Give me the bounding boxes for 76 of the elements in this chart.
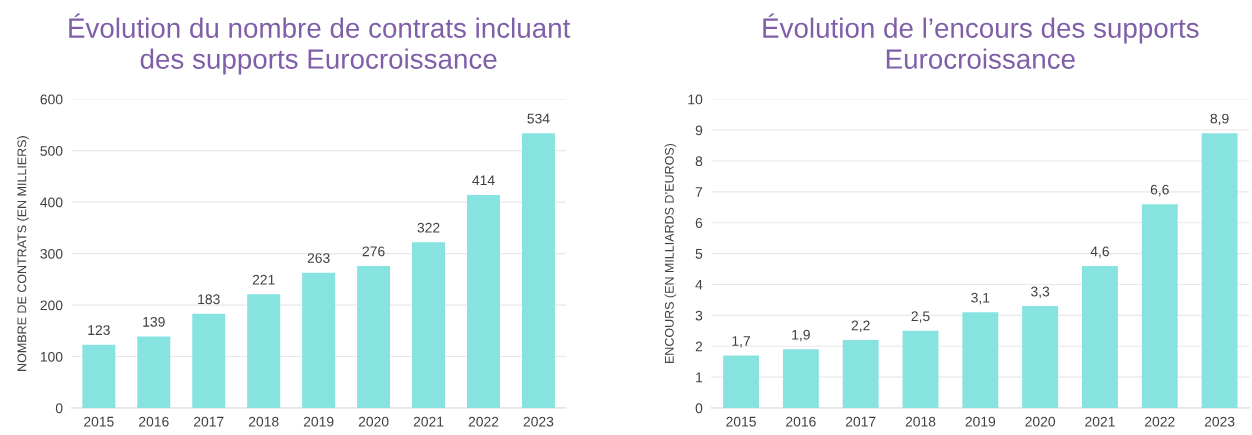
data-label: 6,6 bbox=[1150, 184, 1169, 197]
data-label: 276 bbox=[362, 246, 385, 257]
bar bbox=[962, 312, 999, 409]
y-tick-label: 8 bbox=[695, 156, 703, 167]
y-tick-label: 0 bbox=[55, 403, 63, 414]
y-tick-label: 9 bbox=[695, 125, 703, 136]
bar bbox=[302, 272, 336, 409]
x-tick-label: 2018 bbox=[905, 416, 936, 427]
bar bbox=[467, 194, 500, 409]
bar bbox=[521, 133, 555, 409]
y-tick-label: 2 bbox=[695, 341, 703, 352]
x-tick-label: 2015 bbox=[84, 416, 114, 427]
bar bbox=[1082, 265, 1118, 409]
bar bbox=[412, 242, 446, 409]
chart-title: Évolution de l’encours des supports Eurocroissance bbox=[763, 13, 1199, 69]
y-tick-label: 3 bbox=[695, 310, 703, 321]
y-tick-label: 400 bbox=[40, 197, 63, 208]
x-tick-label: 2021 bbox=[1085, 416, 1115, 427]
chart-title: Évolution du nombre de contrats incluant des supports Eurocroissance bbox=[69, 13, 571, 75]
data-label: 139 bbox=[143, 316, 165, 327]
x-tick-label: 2019 bbox=[303, 416, 334, 427]
data-label: 322 bbox=[417, 222, 440, 233]
y-tick-label: 500 bbox=[40, 145, 63, 156]
x-tick-label: 2015 bbox=[726, 416, 756, 427]
data-label: 221 bbox=[252, 274, 275, 285]
data-label: 1,7 bbox=[732, 336, 750, 348]
bar bbox=[192, 313, 226, 409]
data-label: 2,5 bbox=[911, 311, 930, 323]
y-tick-label: 1 bbox=[696, 372, 703, 383]
x-tick-label: 2021 bbox=[413, 416, 444, 427]
x-tick-label: 2022 bbox=[1145, 416, 1175, 427]
data-label: 123 bbox=[88, 325, 110, 336]
y-tick-label: 7 bbox=[695, 187, 703, 197]
data-label: 3,1 bbox=[971, 292, 990, 305]
x-tick-label: 2018 bbox=[248, 416, 279, 427]
x-tick-label: 2020 bbox=[358, 416, 389, 427]
y-tick-label: 10 bbox=[688, 94, 703, 105]
bar bbox=[842, 340, 879, 409]
x-tick-label: 2022 bbox=[468, 416, 499, 427]
y-tick-label: 600 bbox=[40, 94, 63, 105]
data-label: 8,9 bbox=[1210, 113, 1229, 126]
y-tick-label: 100 bbox=[40, 351, 63, 362]
x-tick-label: 2023 bbox=[1204, 416, 1235, 427]
y-tick-label: 5 bbox=[695, 249, 703, 259]
bar bbox=[1022, 306, 1059, 409]
data-label: 414 bbox=[472, 175, 495, 186]
data-label: 534 bbox=[527, 113, 550, 124]
data-label: 3,3 bbox=[1031, 286, 1050, 299]
x-tick-label: 2016 bbox=[786, 416, 816, 427]
data-label: 1,9 bbox=[792, 329, 810, 342]
y-tick-label: 200 bbox=[40, 300, 63, 311]
data-label: 2,2 bbox=[851, 320, 870, 333]
y-axis-title: ENCOURS (EN MILLIARDS D’EUROS) bbox=[664, 143, 677, 364]
y-tick-label: 4 bbox=[695, 279, 703, 290]
y-tick-label: 6 bbox=[695, 218, 703, 228]
y-axis-title: NOMBRE DE CONTRATS (EN MILLIERS) bbox=[17, 136, 29, 371]
bar bbox=[902, 330, 939, 409]
bar bbox=[82, 344, 116, 409]
bar bbox=[782, 349, 819, 409]
data-label: 263 bbox=[307, 253, 330, 263]
x-tick-label: 2019 bbox=[965, 416, 996, 427]
x-tick-label: 2017 bbox=[845, 416, 876, 427]
x-tick-label: 2023 bbox=[523, 416, 554, 427]
data-label: 183 bbox=[198, 294, 220, 305]
bar bbox=[1141, 204, 1178, 409]
bar bbox=[137, 336, 171, 409]
bar bbox=[357, 265, 391, 409]
bar bbox=[723, 355, 759, 409]
bar bbox=[1201, 133, 1238, 409]
bar bbox=[247, 294, 281, 409]
x-tick-label: 2017 bbox=[193, 416, 224, 427]
x-tick-label: 2020 bbox=[1025, 416, 1056, 427]
y-tick-label: 300 bbox=[40, 248, 63, 259]
y-tick-label: 0 bbox=[695, 403, 703, 414]
data-label: 4,6 bbox=[1090, 246, 1109, 258]
x-tick-label: 2016 bbox=[139, 416, 169, 427]
